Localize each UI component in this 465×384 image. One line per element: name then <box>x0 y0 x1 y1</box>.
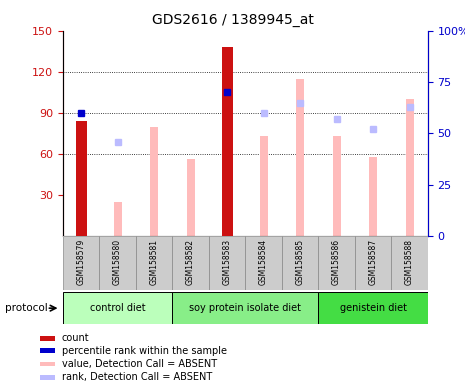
Bar <box>332 136 340 236</box>
Bar <box>296 79 304 236</box>
Bar <box>136 236 172 290</box>
Bar <box>221 47 232 236</box>
Text: GDS2616 / 1389945_at: GDS2616 / 1389945_at <box>152 13 313 27</box>
Bar <box>172 236 209 290</box>
Text: GSM158581: GSM158581 <box>150 239 159 285</box>
Bar <box>209 236 246 290</box>
Text: count: count <box>62 333 89 343</box>
Text: GSM158588: GSM158588 <box>405 239 414 285</box>
Text: GSM158579: GSM158579 <box>77 239 86 285</box>
Text: GSM158583: GSM158583 <box>223 239 232 285</box>
Bar <box>246 236 282 290</box>
Text: control diet: control diet <box>90 303 146 313</box>
Text: GSM158587: GSM158587 <box>369 239 378 285</box>
Bar <box>40 375 55 379</box>
Text: GSM158582: GSM158582 <box>186 239 195 285</box>
Text: genistein diet: genistein diet <box>339 303 406 313</box>
Text: rank, Detection Call = ABSENT: rank, Detection Call = ABSENT <box>62 372 212 382</box>
Bar <box>369 157 377 236</box>
Bar <box>392 236 428 290</box>
Bar <box>318 236 355 290</box>
Text: percentile rank within the sample: percentile rank within the sample <box>62 346 227 356</box>
Bar <box>259 136 267 236</box>
Bar <box>186 159 194 236</box>
Bar <box>40 348 55 353</box>
Bar <box>75 121 86 236</box>
Bar <box>63 292 172 324</box>
Bar <box>63 236 100 290</box>
Bar <box>172 292 318 324</box>
Bar <box>282 236 318 290</box>
Bar <box>100 236 136 290</box>
Text: protocol: protocol <box>5 303 47 313</box>
Bar <box>150 127 158 236</box>
Text: value, Detection Call = ABSENT: value, Detection Call = ABSENT <box>62 359 217 369</box>
Bar <box>40 336 55 341</box>
Bar <box>40 362 55 366</box>
Text: soy protein isolate diet: soy protein isolate diet <box>189 303 301 313</box>
Text: GSM158585: GSM158585 <box>296 239 305 285</box>
Bar <box>318 292 428 324</box>
Text: GSM158580: GSM158580 <box>113 239 122 285</box>
Bar <box>355 236 391 290</box>
Bar <box>113 202 121 236</box>
Text: GSM158586: GSM158586 <box>332 239 341 285</box>
Text: GSM158584: GSM158584 <box>259 239 268 285</box>
Bar <box>405 99 413 236</box>
